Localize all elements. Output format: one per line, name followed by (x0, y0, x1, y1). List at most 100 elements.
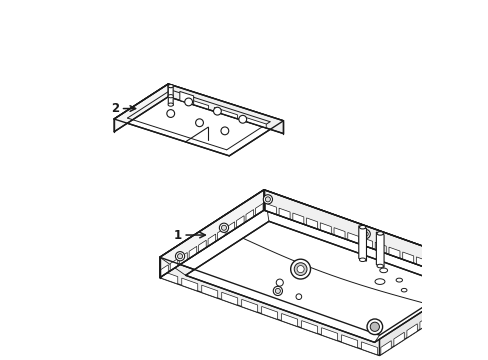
Circle shape (213, 107, 221, 115)
Polygon shape (458, 290, 468, 304)
Polygon shape (279, 208, 289, 219)
Polygon shape (333, 228, 345, 239)
Polygon shape (198, 240, 206, 252)
Polygon shape (245, 210, 253, 222)
Ellipse shape (379, 268, 387, 273)
Circle shape (221, 127, 228, 135)
Polygon shape (202, 285, 217, 298)
Circle shape (166, 110, 174, 117)
Polygon shape (182, 278, 197, 291)
Polygon shape (429, 262, 440, 273)
Polygon shape (180, 91, 193, 105)
Polygon shape (168, 84, 283, 134)
Polygon shape (361, 342, 377, 355)
Circle shape (294, 263, 306, 275)
Text: 2: 2 (110, 102, 119, 115)
Polygon shape (236, 216, 244, 228)
Polygon shape (388, 247, 399, 258)
Polygon shape (379, 268, 483, 356)
Polygon shape (341, 335, 357, 348)
Polygon shape (376, 232, 383, 267)
Polygon shape (226, 222, 234, 234)
Polygon shape (445, 298, 455, 312)
Circle shape (363, 231, 367, 237)
Circle shape (290, 259, 310, 279)
Polygon shape (168, 85, 173, 105)
Polygon shape (160, 257, 379, 356)
Circle shape (275, 288, 280, 293)
Circle shape (372, 323, 377, 328)
Circle shape (219, 223, 228, 233)
Circle shape (221, 225, 226, 230)
Polygon shape (361, 237, 372, 249)
Polygon shape (301, 321, 317, 334)
Ellipse shape (376, 231, 383, 235)
Circle shape (276, 279, 283, 286)
Polygon shape (292, 213, 303, 224)
Circle shape (238, 115, 246, 123)
Circle shape (460, 266, 465, 271)
Ellipse shape (168, 95, 173, 98)
Polygon shape (221, 292, 237, 305)
Polygon shape (217, 228, 224, 240)
Circle shape (369, 322, 379, 332)
Circle shape (273, 286, 282, 296)
Polygon shape (374, 242, 386, 253)
Polygon shape (306, 218, 317, 229)
Polygon shape (114, 84, 283, 156)
Polygon shape (416, 257, 427, 268)
Polygon shape (281, 314, 297, 327)
Circle shape (370, 321, 380, 330)
Circle shape (458, 264, 467, 273)
Ellipse shape (359, 225, 365, 229)
Ellipse shape (168, 103, 173, 106)
Text: 1: 1 (173, 229, 181, 242)
Polygon shape (265, 203, 276, 215)
Circle shape (175, 252, 184, 261)
Circle shape (366, 319, 382, 334)
Polygon shape (241, 300, 257, 312)
Polygon shape (393, 332, 404, 346)
Polygon shape (432, 307, 443, 321)
Circle shape (265, 197, 270, 202)
Polygon shape (255, 203, 263, 216)
Polygon shape (114, 84, 168, 132)
Polygon shape (161, 265, 168, 277)
Polygon shape (264, 190, 483, 288)
Polygon shape (443, 267, 454, 278)
Polygon shape (321, 328, 337, 341)
Polygon shape (243, 117, 265, 128)
Polygon shape (214, 107, 237, 119)
Polygon shape (320, 223, 330, 234)
Polygon shape (160, 190, 483, 335)
Circle shape (177, 254, 182, 259)
Circle shape (195, 119, 203, 127)
Polygon shape (170, 258, 178, 271)
Polygon shape (189, 246, 196, 258)
Polygon shape (261, 306, 277, 319)
Circle shape (296, 266, 304, 273)
Polygon shape (347, 233, 358, 244)
Polygon shape (380, 341, 390, 355)
Polygon shape (185, 221, 457, 342)
Polygon shape (185, 98, 208, 109)
Ellipse shape (395, 278, 402, 282)
Ellipse shape (376, 264, 383, 268)
Polygon shape (470, 276, 481, 288)
Ellipse shape (168, 85, 173, 88)
Circle shape (295, 294, 301, 300)
Polygon shape (358, 226, 366, 261)
Circle shape (263, 195, 272, 204)
Polygon shape (471, 282, 482, 296)
Circle shape (184, 98, 192, 106)
Ellipse shape (359, 258, 365, 262)
Polygon shape (406, 324, 416, 338)
Polygon shape (208, 234, 215, 246)
Polygon shape (160, 190, 264, 278)
Polygon shape (457, 271, 468, 283)
Polygon shape (162, 271, 178, 284)
Circle shape (360, 229, 369, 239)
Ellipse shape (374, 279, 384, 284)
Polygon shape (179, 252, 187, 265)
Polygon shape (402, 252, 413, 263)
